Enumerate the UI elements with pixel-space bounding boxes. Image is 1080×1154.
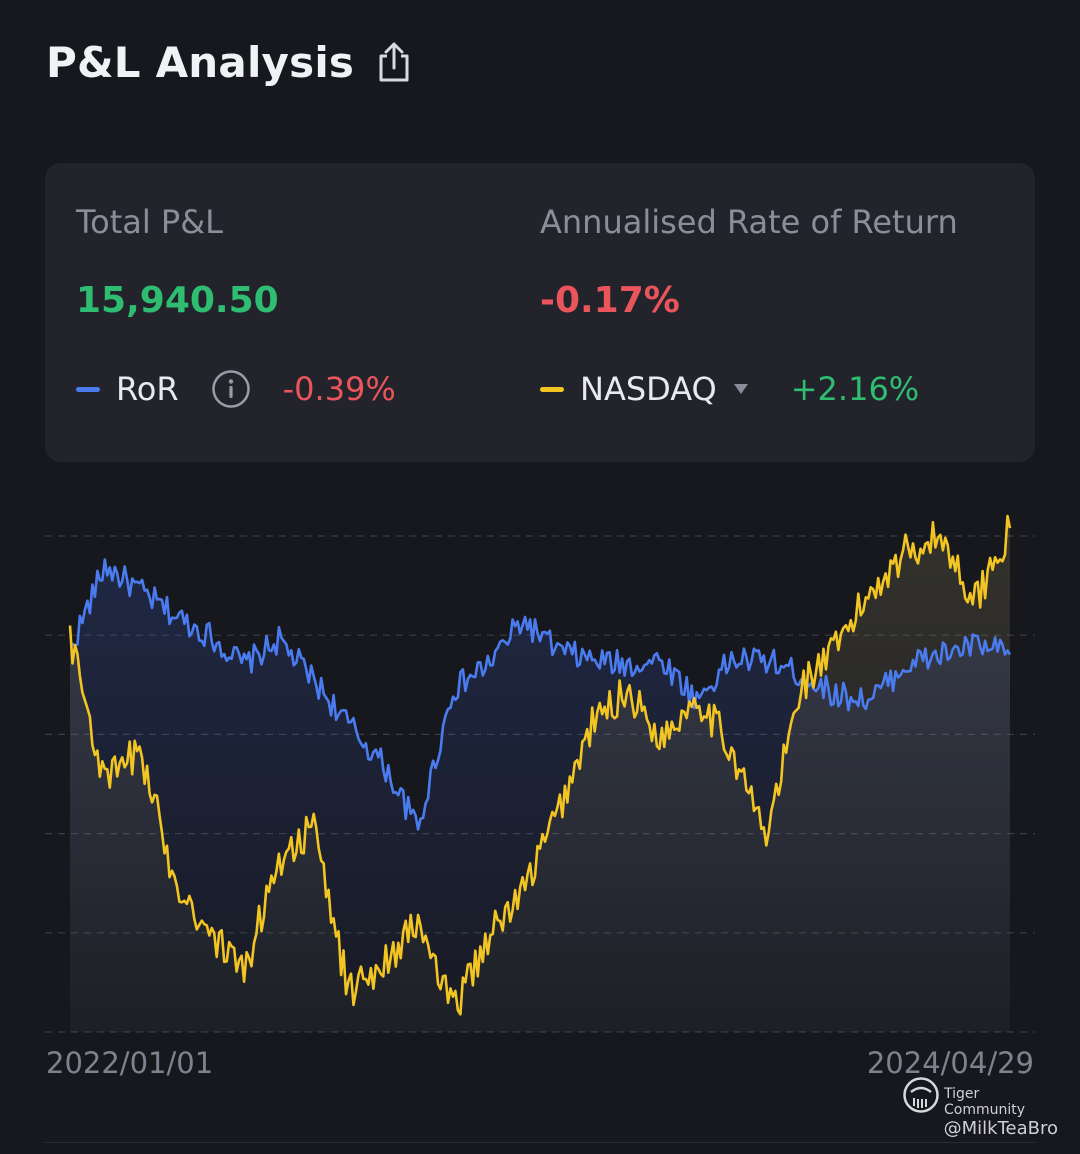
ror-swatch — [76, 386, 100, 392]
nasdaq-line — [68, 514, 1012, 1016]
benchmark-legend: NASDAQ +2.16% — [540, 365, 919, 413]
pl-chart[interactable] — [0, 500, 1080, 1060]
summary-card: Total P&L 15,940.50 Annualised Rate of R… — [45, 163, 1035, 462]
chart-lines — [68, 514, 1012, 1016]
nasdaq-area — [70, 516, 1010, 1032]
total-pl-label: Total P&L — [76, 203, 223, 241]
benchmark-swatch — [540, 386, 564, 392]
ror-line — [69, 558, 1012, 831]
watermark: Tiger Community @MilkTeaBro — [888, 1074, 1058, 1144]
benchmark-change: +2.16% — [790, 370, 920, 408]
chart-end-date: 2024/04/29 — [866, 1046, 1034, 1080]
annualised-return-label: Annualised Rate of Return — [540, 203, 958, 241]
benchmark-selector[interactable]: NASDAQ — [580, 370, 717, 408]
ror-legend: RoR -0.39% — [76, 365, 396, 413]
watermark-user: @MilkTeaBro — [943, 1118, 1058, 1139]
ror-change: -0.39% — [282, 370, 396, 408]
caret-down-icon[interactable] — [733, 383, 749, 395]
info-icon[interactable] — [211, 369, 251, 409]
tiger-logo-icon — [903, 1077, 939, 1113]
watermark-brand: Tiger Community — [944, 1086, 1026, 1118]
chart-areas — [70, 516, 1010, 1032]
header: P&L Analysis — [46, 30, 414, 94]
page-title: P&L Analysis — [46, 37, 355, 87]
ror-legend-name: RoR — [116, 370, 179, 408]
bottom-divider — [45, 1142, 1035, 1143]
chart-start-date: 2022/01/01 — [46, 1046, 214, 1080]
share-icon[interactable] — [374, 40, 414, 84]
total-pl-value: 15,940.50 — [76, 280, 279, 321]
annualised-return-value: -0.17% — [540, 280, 680, 321]
